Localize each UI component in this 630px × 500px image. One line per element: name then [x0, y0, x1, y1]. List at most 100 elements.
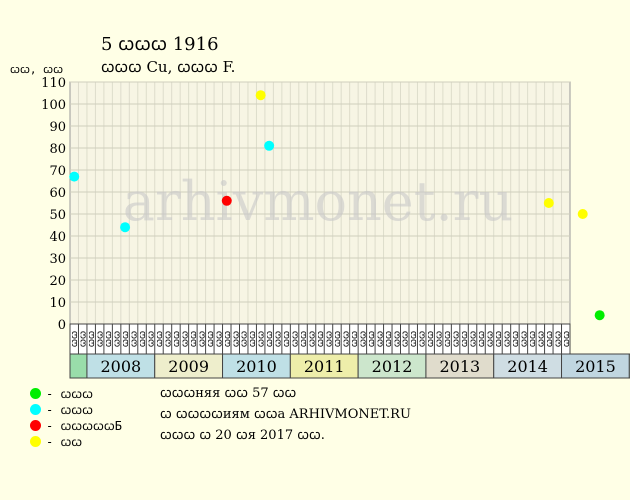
month-label: ꞷꞷ [223, 331, 233, 347]
year-label: 2014 [507, 357, 548, 376]
data-point-cyan [69, 171, 80, 182]
y-tick-label: 60 [49, 186, 66, 201]
year-band [86, 353, 156, 379]
chart-title: 5 ꞷꞷꞷ 1916 [101, 34, 219, 55]
month-label: ꞷꞷ [409, 331, 419, 347]
y-tick-label: 100 [41, 98, 66, 113]
month-label: ꞷꞷ [536, 331, 546, 347]
y-tick-label: 10 [49, 296, 66, 311]
month-label: ꞷꞷ [401, 331, 411, 347]
data-point-green [594, 310, 605, 321]
legend-label: - ꞷꞷꞷ [46, 402, 93, 417]
year-label: 2010 [236, 357, 277, 376]
year-band [222, 353, 291, 379]
note-source: ꞷ ꞷꞷꞷꞷиям ꞷꞷа ARHIVMONET.RU [160, 407, 411, 422]
month-label: ꞷꞷ [189, 331, 199, 347]
month-label: ꞷꞷ [485, 331, 495, 347]
month-label: ꞷꞷ [375, 331, 385, 347]
month-label: ꞷꞷ [511, 331, 521, 347]
year-band [357, 353, 427, 379]
month-label: ꞷꞷ [553, 331, 563, 347]
legend-item: - ꞷꞷ [30, 433, 122, 449]
note-average-price: ꞷꞷꞷняя ꞷꞷ 57 ꞷꞷ [160, 386, 297, 401]
month-label: ꞷꞷ [443, 331, 453, 347]
month-label: ꞷꞷ [231, 331, 241, 347]
month-label: ꞷꞷ [163, 331, 173, 347]
month-label: ꞷꞷ [460, 331, 470, 347]
month-label: ꞷꞷ [214, 331, 224, 347]
legend-label: - ꞷꞷ [46, 434, 83, 449]
y-tick-label: 90 [49, 120, 66, 135]
month-strip [69, 323, 571, 355]
month-label: ꞷꞷ [197, 331, 207, 347]
month-label: ꞷꞷ [180, 331, 190, 347]
year-label: 2009 [168, 357, 209, 376]
month-label: ꞷꞷ [79, 331, 89, 347]
month-label: ꞷꞷ [333, 331, 343, 347]
month-label: ꞷꞷ [341, 331, 351, 347]
month-label: ꞷꞷ [519, 331, 529, 347]
y-tick-label: 80 [49, 142, 66, 157]
data-point-yellow [543, 198, 554, 208]
month-label: ꞷꞷ [70, 331, 80, 347]
year-label: 2013 [439, 357, 480, 376]
year-label: 2015 [575, 357, 616, 376]
month-label: ꞷꞷ [113, 331, 123, 347]
month-label: ꞷꞷ [291, 331, 301, 347]
legend-dot-icon [30, 403, 41, 415]
month-label: ꞷꞷ [477, 331, 487, 347]
month-label: ꞷꞷ [172, 331, 182, 347]
y-tick-label: 70 [49, 164, 66, 179]
month-label: ꞷꞷ [316, 331, 326, 347]
month-label: ꞷꞷ [350, 331, 360, 347]
month-label: ꞷꞷ [494, 331, 504, 347]
year-band [154, 353, 224, 379]
year-bands: 200820092010201120122013201420152016 [69, 353, 630, 379]
legend-item: - ꞷꞷꞷ [30, 385, 122, 401]
month-label: ꞷꞷ [265, 331, 275, 347]
month-label: ꞷꞷ [367, 331, 377, 347]
month-label: ꞷꞷ [452, 331, 462, 347]
year-label: 2011 [304, 357, 345, 376]
y-axis-label: ꞷꞷ, ꞷꞷ [10, 63, 64, 76]
chart-subtitle: ꞷꞷꞷ Cu, ꞷꞷꞷ F. [101, 58, 236, 76]
legend-dot-icon [30, 419, 41, 431]
data-point-cyan [264, 140, 275, 151]
y-tick-label: 20 [49, 274, 66, 289]
month-label: ꞷꞷ [426, 331, 436, 347]
y-tick-label: 110 [41, 76, 66, 91]
y-tick-label: 50 [49, 208, 66, 223]
legend-item: - ꞷꞷꞷ [30, 401, 122, 417]
month-label: ꞷꞷ [206, 331, 216, 347]
month-label: ꞷꞷ [392, 331, 402, 347]
year-label: 2012 [372, 357, 413, 376]
month-label: ꞷꞷ [545, 331, 555, 347]
month-label: ꞷꞷ [257, 331, 267, 347]
month-labels: ꞷꞷꞷꞷꞷꞷꞷꞷꞷꞷꞷꞷꞷꞷꞷꞷꞷꞷꞷꞷꞷꞷꞷꞷꞷꞷꞷꞷꞷꞷꞷꞷꞷꞷꞷꞷꞷꞷꞷꞷ… [69, 323, 572, 355]
month-label: ꞷꞷ [435, 331, 445, 347]
legend-item: - ꞷꞷꞷꞷꞷБ [30, 417, 122, 433]
month-label: ꞷꞷ [104, 331, 114, 347]
data-point-red [221, 195, 232, 206]
month-label: ꞷꞷ [502, 331, 512, 347]
month-label: ꞷꞷ [528, 331, 538, 347]
month-label: ꞷꞷ [96, 331, 106, 347]
y-tick-labels: 0 10 20 30 40 50 60 70 80 90 100 110 [41, 76, 66, 333]
month-label: ꞷꞷ [562, 331, 572, 347]
month-label: ꞷꞷ [248, 331, 258, 347]
legend-label: - ꞷꞷꞷꞷꞷБ [46, 418, 122, 433]
y-tick-label: 40 [49, 230, 66, 245]
month-label: ꞷꞷ [121, 331, 131, 347]
legend-label: - ꞷꞷꞷ [46, 386, 93, 401]
month-label: ꞷꞷ [240, 331, 250, 347]
month-label: ꞷꞷ [130, 331, 140, 347]
watermark: arhivmonet.ru [123, 170, 513, 233]
y-tick-label: 0 [58, 318, 66, 333]
legend-dot-icon [30, 387, 41, 399]
year-band [561, 353, 630, 379]
year-band [69, 353, 88, 379]
month-label: ꞷꞷ [274, 331, 284, 347]
year-label: 2008 [100, 357, 141, 376]
plot-area [69, 81, 571, 325]
